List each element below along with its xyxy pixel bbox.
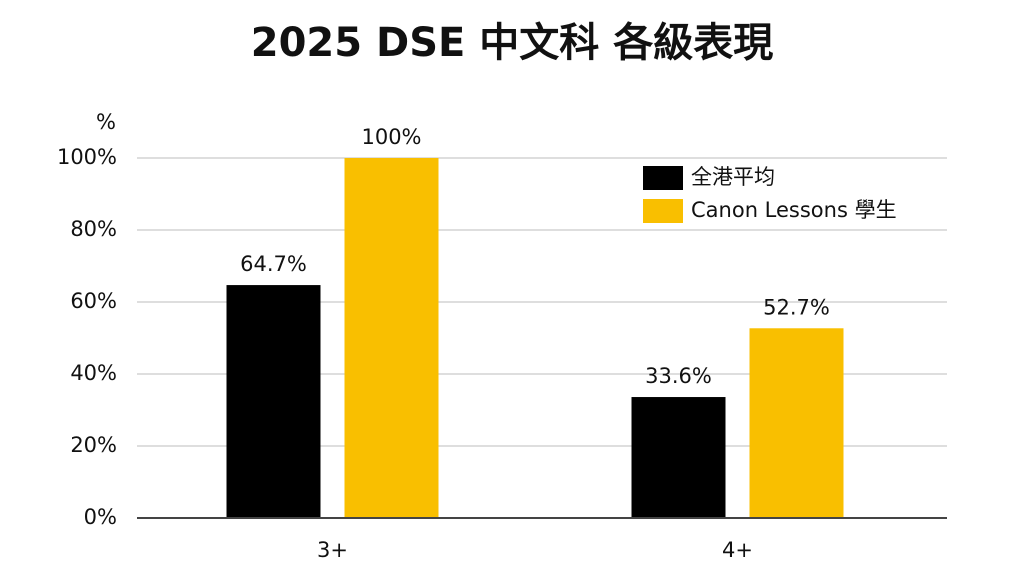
value-label: 52.7% (763, 295, 830, 319)
bar (749, 328, 844, 518)
value-label: 64.7% (240, 252, 307, 276)
bar (226, 285, 321, 518)
legend-label: Canon Lessons 學生 (691, 198, 897, 222)
y-tick-label: 80% (70, 217, 117, 241)
x-tick-label: 3+ (317, 538, 348, 562)
bar (344, 158, 439, 518)
value-label: 100% (361, 125, 421, 149)
y-tick-label: 0% (84, 505, 117, 529)
bars (226, 158, 844, 518)
chart-title: 2025 DSE 中文科 各級表現 (251, 20, 773, 66)
legend-swatch (643, 166, 683, 190)
x-tick-label: 4+ (722, 538, 753, 562)
value-label: 33.6% (645, 364, 712, 388)
y-tick-label: 20% (70, 433, 117, 457)
legend-swatch (643, 199, 683, 223)
y-tick-label: 60% (70, 289, 117, 313)
y-tick-label: 100% (57, 145, 117, 169)
y-axis-label: % (96, 110, 116, 134)
bar (631, 397, 726, 518)
legend-label: 全港平均 (691, 165, 775, 189)
y-tick-label: 40% (70, 361, 117, 385)
